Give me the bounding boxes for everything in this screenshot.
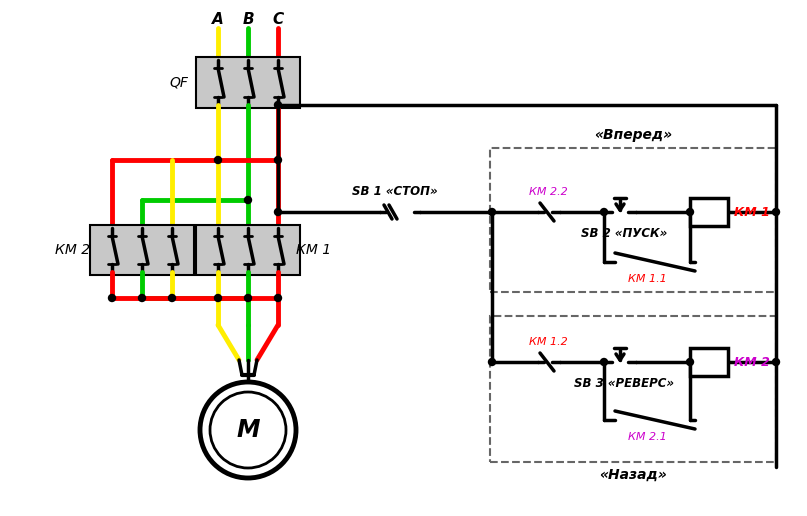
Text: «Вперед»: «Вперед» — [594, 128, 672, 142]
Bar — [690, 198, 728, 226]
Circle shape — [600, 359, 608, 365]
Text: QF: QF — [169, 75, 188, 89]
Circle shape — [488, 359, 495, 365]
Bar — [490, 316, 776, 462]
Circle shape — [687, 208, 693, 216]
Text: SB 2 «ПУСК»: SB 2 «ПУСК» — [581, 227, 667, 240]
Text: КМ 2: КМ 2 — [55, 243, 90, 257]
Circle shape — [274, 156, 282, 164]
Text: КМ 2.2: КМ 2.2 — [529, 187, 567, 197]
Circle shape — [772, 208, 780, 216]
Circle shape — [200, 382, 296, 478]
Circle shape — [772, 359, 780, 365]
Circle shape — [210, 392, 286, 468]
Text: КМ 1: КМ 1 — [734, 205, 770, 218]
Circle shape — [245, 197, 252, 203]
Text: SB 1 «СТОП»: SB 1 «СТОП» — [352, 185, 438, 198]
Text: M: M — [236, 418, 260, 442]
Text: «Назад»: «Назад» — [599, 468, 667, 482]
Text: A: A — [212, 12, 224, 27]
Circle shape — [139, 295, 145, 301]
Bar — [690, 348, 728, 376]
Bar — [90, 225, 194, 275]
Bar — [196, 57, 300, 108]
Text: КМ 1: КМ 1 — [296, 243, 331, 257]
Circle shape — [108, 295, 115, 301]
Bar — [490, 148, 776, 292]
Circle shape — [488, 208, 495, 216]
Text: КМ 2: КМ 2 — [734, 356, 770, 368]
Text: SB 3 «РЕВЕРС»: SB 3 «РЕВЕРС» — [574, 377, 674, 390]
Circle shape — [215, 156, 221, 164]
Circle shape — [274, 102, 282, 108]
Circle shape — [274, 295, 282, 301]
Circle shape — [274, 208, 282, 216]
Text: КМ 1.2: КМ 1.2 — [529, 337, 567, 347]
Circle shape — [169, 295, 175, 301]
Text: C: C — [273, 12, 283, 27]
Text: B: B — [242, 12, 254, 27]
Text: КМ 1.1: КМ 1.1 — [628, 274, 667, 284]
Circle shape — [687, 359, 693, 365]
Circle shape — [600, 208, 608, 216]
Bar — [196, 225, 300, 275]
Circle shape — [245, 295, 252, 301]
Text: КМ 2.1: КМ 2.1 — [628, 432, 667, 442]
Circle shape — [215, 295, 221, 301]
